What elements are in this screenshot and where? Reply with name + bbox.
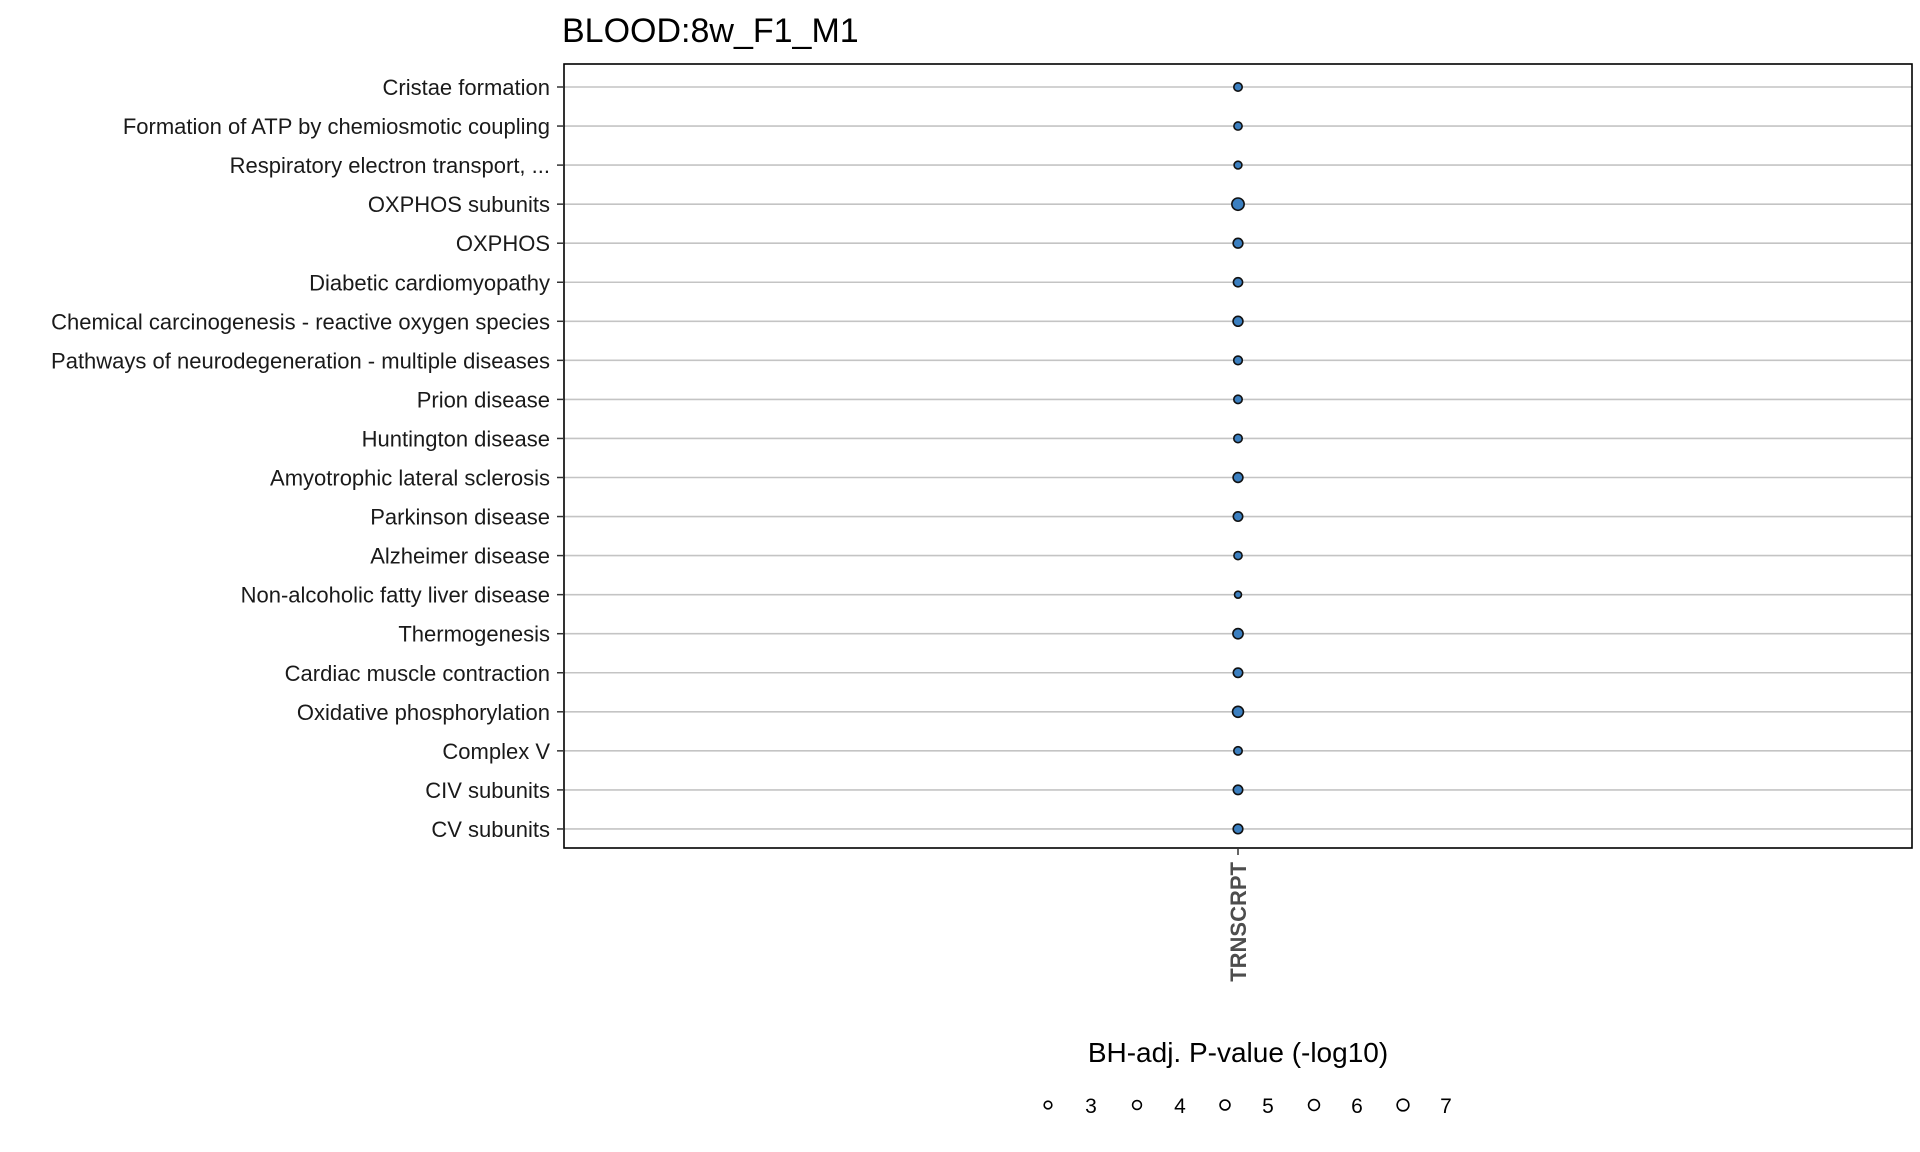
legend-key: [1219, 1099, 1231, 1111]
y-tick-label: CIV subunits: [425, 778, 550, 803]
y-tick-label: OXPHOS subunits: [368, 192, 550, 217]
chart-title: BLOOD:8w_F1_M1: [562, 12, 859, 50]
y-tick-label: Prion disease: [417, 387, 550, 412]
data-point: [1231, 197, 1245, 212]
y-tick-label: Cardiac muscle contraction: [285, 661, 550, 686]
data-point: [1231, 705, 1245, 719]
legend-key: [1307, 1098, 1321, 1112]
y-tick-label: Chemical carcinogenesis - reactive oxyge…: [51, 309, 550, 334]
y-tick-label: Non-alcoholic fatty liver disease: [241, 583, 550, 608]
legend-title: BH-adj. P-value (-log10): [1088, 1037, 1388, 1068]
legend-label: 5: [1262, 1095, 1274, 1118]
data-point: [1233, 394, 1244, 405]
legend-label: 6: [1351, 1095, 1363, 1118]
y-tick-label: Parkinson disease: [370, 505, 550, 530]
data-point: [1232, 784, 1244, 796]
points: [1231, 82, 1245, 835]
legend-label: 4: [1174, 1095, 1186, 1118]
y-tick-label: OXPHOS: [456, 231, 550, 256]
y-axis-labels: Cristae formation Formation of ATP by che…: [51, 75, 564, 842]
y-tick-label: Respiratory electron transport, ...: [230, 153, 550, 178]
y-tick-label: Oxidative phosphorylation: [297, 700, 550, 725]
y-tick-label: Diabetic cardiomyopathy: [309, 270, 550, 295]
legend-label: 3: [1085, 1095, 1097, 1118]
legend-key: [1043, 1100, 1053, 1110]
data-point: [1232, 471, 1244, 484]
y-tick-label: Thermogenesis: [398, 622, 550, 647]
data-point: [1233, 550, 1243, 561]
data-point: [1232, 823, 1244, 835]
y-tick-label: Formation of ATP by chemiosmotic couplin…: [123, 114, 550, 139]
legend-label: 7: [1440, 1095, 1452, 1118]
y-tick-label: Pathways of neurodegeneration - multiple…: [51, 348, 550, 373]
y-tick-label: Complex V: [442, 739, 550, 764]
data-point: [1233, 590, 1243, 599]
data-point: [1233, 121, 1243, 131]
data-point: [1233, 82, 1244, 93]
size-legend: 3 4 5 6 7: [1043, 1095, 1452, 1118]
data-point: [1232, 237, 1244, 249]
data-point: [1232, 315, 1244, 328]
y-tick-label: Huntington disease: [362, 426, 550, 451]
data-point: [1232, 276, 1244, 288]
data-point: [1232, 627, 1244, 640]
data-point: [1232, 667, 1244, 679]
legend-key: [1131, 1099, 1143, 1111]
x-axis: TRNSCRPT: [1226, 848, 1251, 982]
data-point: [1233, 160, 1243, 170]
x-tick-label: TRNSCRPT: [1226, 861, 1251, 981]
data-point: [1233, 433, 1244, 444]
legend-key: [1396, 1098, 1410, 1112]
y-tick-label: Amyotrophic lateral sclerosis: [270, 466, 550, 491]
y-tick-label: Alzheimer disease: [370, 544, 550, 569]
data-point: [1232, 511, 1244, 523]
y-tick-label: CV subunits: [431, 817, 550, 842]
y-tick-label: Cristae formation: [382, 75, 550, 100]
data-point: [1232, 355, 1244, 366]
data-point: [1233, 745, 1244, 756]
plot-panel: [563, 63, 1913, 849]
